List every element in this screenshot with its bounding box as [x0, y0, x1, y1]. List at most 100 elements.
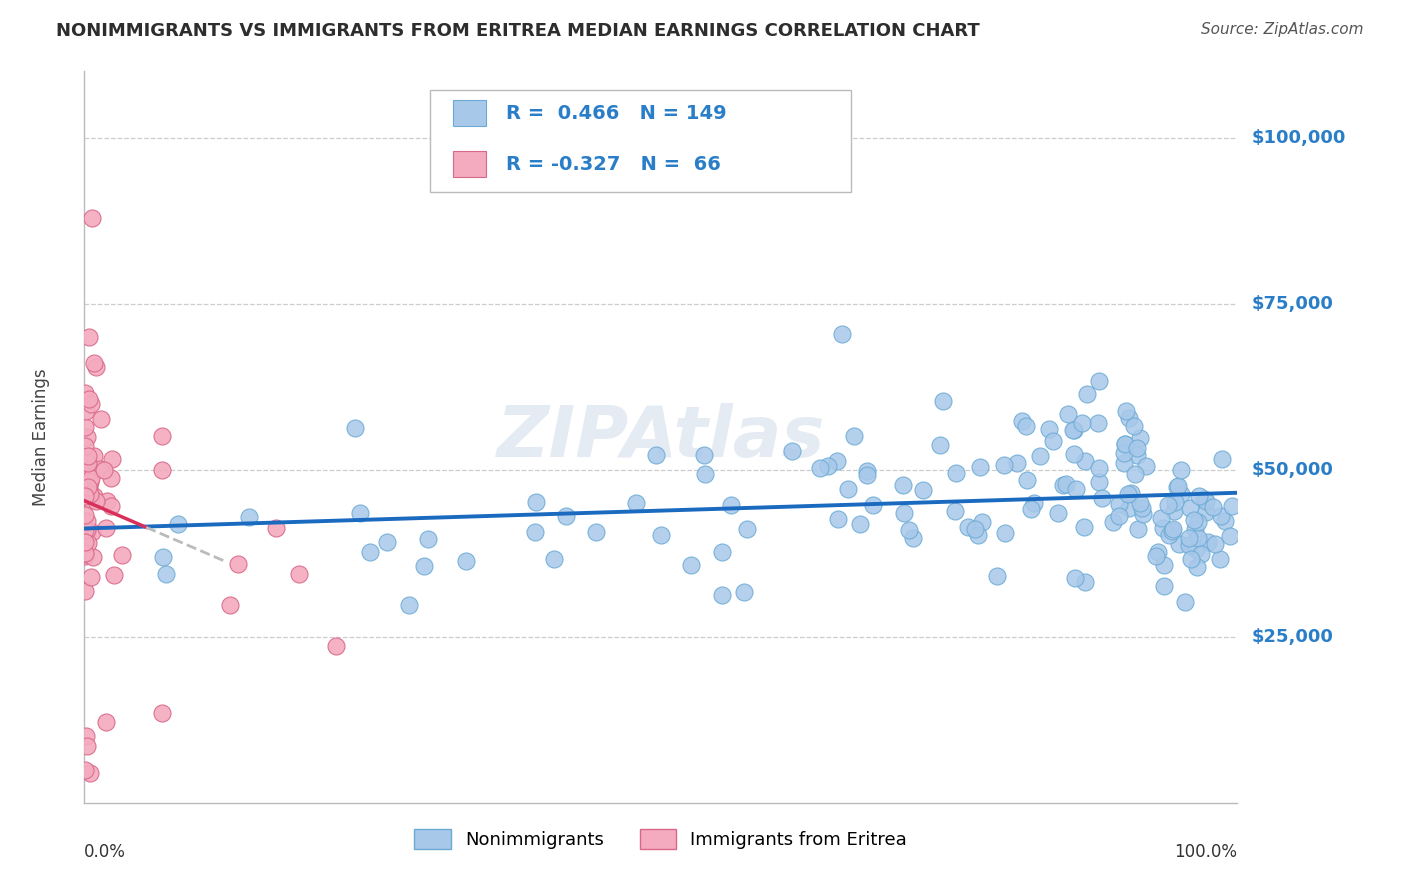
- Point: [897, 523, 920, 537]
- Point: [554, 508, 576, 523]
- Point: [1126, 442, 1149, 456]
- Point: [75, 439, 97, 453]
- Point: [1054, 477, 1077, 491]
- Point: [76, 524, 98, 538]
- Point: [264, 521, 287, 535]
- Point: [75, 483, 97, 497]
- Point: [1168, 537, 1191, 551]
- Point: [929, 438, 952, 452]
- Point: [155, 567, 177, 582]
- Point: [1185, 559, 1208, 574]
- Point: [650, 528, 672, 542]
- Point: [862, 498, 884, 512]
- Point: [1178, 500, 1201, 515]
- Point: [73, 547, 96, 561]
- Point: [1115, 403, 1137, 417]
- Point: [1153, 558, 1175, 572]
- Point: [1144, 549, 1167, 564]
- Point: [1208, 551, 1230, 566]
- Point: [1188, 489, 1211, 503]
- Point: [80, 569, 103, 583]
- Point: [1166, 481, 1188, 495]
- Point: [695, 467, 717, 482]
- Point: [1116, 486, 1139, 500]
- Point: [994, 526, 1017, 541]
- Point: [969, 460, 991, 475]
- Text: ZIPAtlas: ZIPAtlas: [496, 402, 825, 472]
- Point: [79, 488, 101, 502]
- Point: [1170, 463, 1192, 477]
- Point: [110, 548, 132, 562]
- Point: [1047, 506, 1070, 520]
- Point: [1015, 473, 1038, 487]
- Text: $75,000: $75,000: [1251, 295, 1333, 313]
- Point: [1011, 414, 1033, 428]
- Point: [101, 452, 124, 467]
- Point: [1195, 493, 1218, 508]
- Point: [1185, 542, 1208, 557]
- Point: [152, 550, 174, 565]
- Point: [943, 504, 966, 518]
- Point: [413, 559, 436, 574]
- Point: [73, 489, 96, 503]
- Point: [75, 549, 97, 563]
- Point: [585, 524, 607, 539]
- Point: [76, 482, 98, 496]
- Point: [80, 397, 103, 411]
- Point: [219, 599, 242, 613]
- Point: [1163, 494, 1185, 508]
- Point: [94, 521, 117, 535]
- Point: [932, 394, 955, 409]
- Legend: Nonimmigrants, Immigrants from Eritrea: Nonimmigrants, Immigrants from Eritrea: [408, 822, 914, 856]
- Point: [1177, 531, 1199, 545]
- Point: [93, 463, 115, 477]
- Point: [808, 461, 831, 475]
- Point: [100, 471, 122, 485]
- Point: [416, 532, 439, 546]
- Point: [711, 588, 734, 602]
- Point: [901, 531, 924, 545]
- Point: [103, 567, 125, 582]
- Point: [398, 598, 420, 612]
- Point: [1187, 531, 1209, 545]
- Point: [73, 385, 96, 400]
- Point: [375, 535, 398, 549]
- Point: [825, 454, 848, 468]
- Text: $50,000: $50,000: [1251, 461, 1333, 479]
- Text: $100,000: $100,000: [1251, 128, 1346, 147]
- Point: [77, 465, 100, 479]
- Point: [77, 330, 100, 344]
- Point: [965, 522, 987, 536]
- Point: [945, 466, 967, 480]
- Point: [79, 475, 101, 489]
- Point: [972, 515, 994, 529]
- Point: [73, 523, 96, 537]
- Point: [150, 463, 173, 477]
- Point: [75, 419, 97, 434]
- Point: [524, 524, 547, 539]
- Point: [84, 494, 107, 508]
- Point: [94, 714, 117, 729]
- Point: [1213, 514, 1236, 528]
- Point: [76, 469, 98, 483]
- Point: [856, 464, 879, 478]
- Point: [77, 457, 100, 471]
- Point: [83, 355, 105, 369]
- Point: [711, 545, 734, 559]
- Point: [79, 492, 101, 507]
- Point: [84, 359, 107, 374]
- Point: [1088, 475, 1111, 489]
- Point: [83, 490, 105, 504]
- Point: [986, 569, 1008, 583]
- Point: [75, 488, 97, 502]
- Point: [1204, 537, 1226, 551]
- Point: [1029, 449, 1052, 463]
- Point: [1178, 538, 1201, 552]
- Point: [1174, 595, 1197, 609]
- Text: Median Earnings: Median Earnings: [31, 368, 49, 506]
- Point: [1189, 547, 1212, 561]
- Point: [80, 211, 103, 225]
- Point: [849, 517, 872, 532]
- Point: [76, 739, 98, 754]
- Point: [1152, 521, 1174, 535]
